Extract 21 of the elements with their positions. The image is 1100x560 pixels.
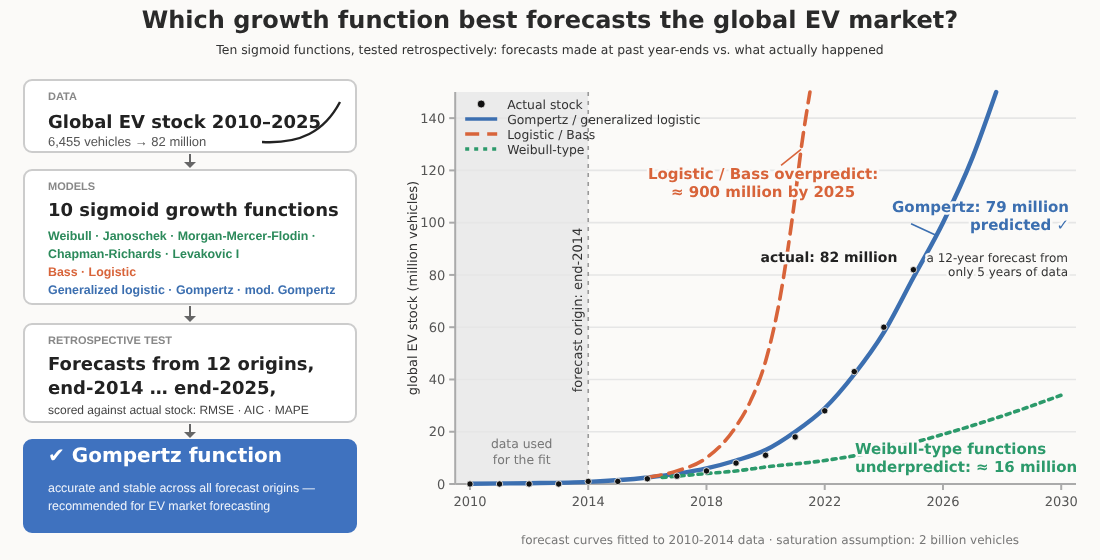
point <box>880 323 888 331</box>
point <box>702 467 711 475</box>
point <box>673 472 681 480</box>
point <box>555 480 563 488</box>
text: ✔ Gompertz function <box>48 446 283 468</box>
point <box>791 433 799 441</box>
point <box>762 451 770 459</box>
point <box>495 480 504 488</box>
point <box>850 368 858 376</box>
chart-title: Which growth function best forecasts the global EV market? <box>141 6 959 34</box>
point <box>909 266 918 274</box>
text: Global EV stock 2010–2025 <box>48 114 322 134</box>
text: end-2014 … end-2025, <box>48 380 277 400</box>
point <box>643 475 651 483</box>
text: Forecasts from 12 origins, <box>48 356 315 376</box>
point <box>732 459 740 467</box>
point <box>584 477 592 485</box>
point <box>821 407 829 415</box>
point <box>525 480 533 488</box>
text: 10 sigmoid growth functions <box>48 202 339 222</box>
point <box>614 477 622 485</box>
